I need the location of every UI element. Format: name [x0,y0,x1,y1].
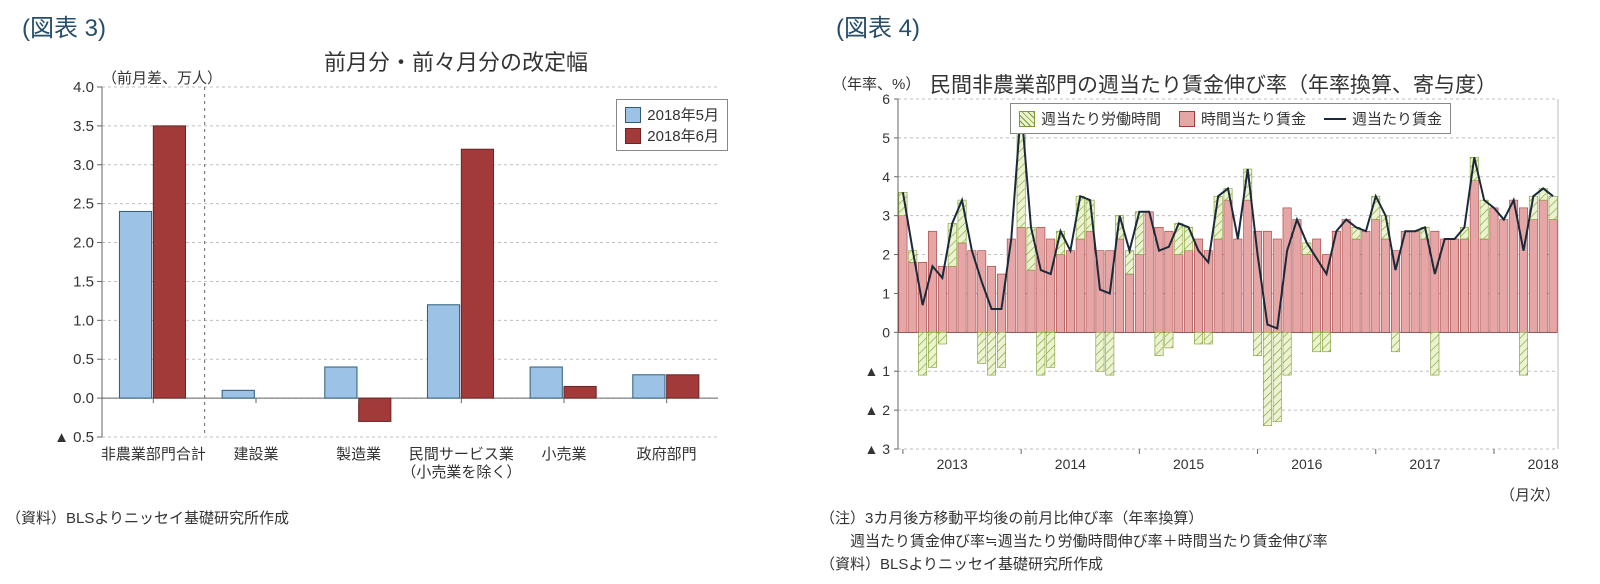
svg-text:2014: 2014 [1055,456,1086,472]
chart3-legend-swatch-june [625,128,641,144]
svg-text:政府部門: 政府部門 [637,446,697,463]
chart3-legend-row: 2018年6月 [625,125,719,146]
chart4-y-axis-label: （年率、%） [832,73,920,94]
chart4-legend: 週当たり労働時間 時間当たり賃金 週当たり賃金 [1010,103,1451,134]
chart3-legend-label-june: 2018年6月 [647,125,719,146]
chart3-legend-row: 2018年5月 [625,104,719,125]
chart4-legend-label-hours: 週当たり労働時間 [1041,108,1161,129]
svg-text:▲ 3: ▲ 3 [864,441,890,457]
svg-text:1.0: 1.0 [73,312,94,329]
svg-text:▲ 1: ▲ 1 [864,363,890,379]
svg-text:2018: 2018 [1528,456,1559,472]
svg-text:2.5: 2.5 [73,196,94,213]
svg-text:非農業部門合計: 非農業部門合計 [101,446,206,463]
svg-text:小売業: 小売業 [541,446,586,463]
chart4-note-1: （注）3カ月後方移動平均後の前月比伸び率（年率換算） [820,507,1594,528]
page: (図表 3) 前月分・前々月分の改定幅 （前月差、万人） ▲ 0.5 0.0 0.5… [0,0,1600,584]
chart4-note-2: 週当たり賃金伸び率≒週当たり労働時間伸び率＋時間当たり賃金伸び率 [820,530,1594,551]
svg-text:1: 1 [882,285,890,301]
chart3-legend-label-may: 2018年5月 [647,104,719,125]
chart4-source: （資料）BLSよりニッセイ基礎研究所作成 [820,553,1594,574]
chart4-legend-label-wage: 時間当たり賃金 [1201,108,1306,129]
chart4-legend-label-weekly: 週当たり賃金 [1352,108,1442,129]
svg-text:3.0: 3.0 [73,157,94,174]
chart4-caption: (図表 4) [836,8,1594,43]
chart3-legend: 2018年5月 2018年6月 [616,99,728,151]
svg-text:▲ 2: ▲ 2 [864,402,890,418]
svg-text:4: 4 [882,169,890,185]
svg-text:▲ 0.5: ▲ 0.5 [54,429,94,446]
svg-text:1.5: 1.5 [73,273,94,290]
svg-text:2016: 2016 [1291,456,1322,472]
svg-text:2015: 2015 [1173,456,1204,472]
chart3-legend-swatch-may [625,107,641,123]
chart4-x-axis-label: （月次） [1500,484,1560,505]
svg-text:4.0: 4.0 [73,79,94,96]
chart3-box: 前月分・前々月分の改定幅 （前月差、万人） ▲ 0.5 0.0 0.5 1.0 1.5 2… [6,45,746,505]
svg-text:3: 3 [882,208,890,224]
chart4-legend-line-weekly [1324,118,1346,120]
chart4-legend-swatch-hours [1019,111,1035,127]
svg-text:5: 5 [882,130,890,146]
chart4-legend-row: 週当たり労働時間 [1019,108,1161,129]
svg-text:2017: 2017 [1409,456,1440,472]
svg-text:民間サービス業: 民間サービス業 [409,446,514,463]
chart4-box: （年率、%） 民間非農業部門の週当たり賃金伸び率（年率換算、寄与度） ▲ 3 ▲ … [820,45,1560,505]
chart4-legend-row: 週当たり賃金 [1324,108,1442,129]
chart3-title: 前月分・前々月分の改定幅 [166,45,746,77]
svg-text:0.0: 0.0 [73,390,94,407]
chart4-legend-row: 時間当たり賃金 [1179,108,1306,129]
svg-text:2.0: 2.0 [73,235,94,252]
chart3-source: （資料）BLSよりニッセイ基礎研究所作成 [6,507,780,528]
chart3-caption: (図表 3) [22,8,780,43]
chart4-title: 民間非農業部門の週当たり賃金伸び率（年率換算、寄与度） [930,69,1497,99]
svg-text:2013: 2013 [937,456,968,472]
svg-text:2: 2 [882,247,890,263]
panel-chart4: (図表 4) （年率、%） 民間非農業部門の週当たり賃金伸び率（年率換算、寄与度… [820,8,1594,574]
chart4-legend-swatch-wage [1179,111,1195,127]
svg-text:製造業: 製造業 [336,446,381,463]
svg-text:0.5: 0.5 [73,351,94,368]
svg-text:（小売業を除く）: （小売業を除く） [401,464,521,481]
svg-text:3.5: 3.5 [73,118,94,135]
panel-chart3: (図表 3) 前月分・前々月分の改定幅 （前月差、万人） ▲ 0.5 0.0 0.5… [6,8,780,528]
svg-text:0: 0 [882,324,890,340]
svg-text:建設業: 建設業 [233,446,278,463]
chart3-y-axis-label: （前月差、万人） [102,67,222,88]
